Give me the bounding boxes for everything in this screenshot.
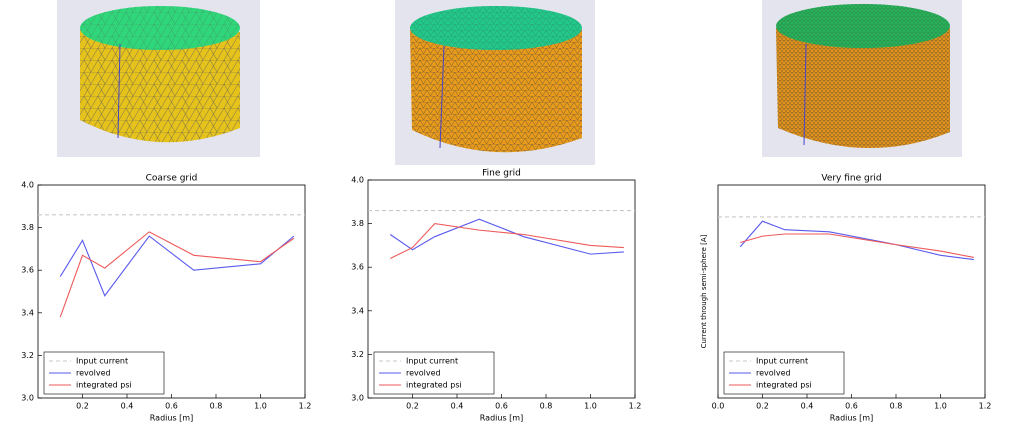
x-tick-label: 0.6: [495, 402, 508, 411]
x-tick-label: 1.2: [629, 402, 642, 411]
x-tick-label: 0.6: [845, 402, 858, 411]
x-tick-label: 0.0: [712, 402, 725, 411]
y-tick-label: 3.0: [351, 394, 364, 403]
x-axis-label: Radius [m]: [150, 414, 193, 423]
legend-label: Input current: [76, 357, 128, 366]
y-tick-label: 3.2: [351, 350, 364, 359]
x-tick-label: 1.2: [299, 402, 312, 411]
legend-label: integrated psi: [406, 381, 462, 390]
x-tick-label: 1.0: [934, 402, 947, 411]
x-tick-label: 0.2: [756, 402, 769, 411]
chart: Fine grid Radius [m] 0.2 0.4 0.6 0.8 1.0 1.2 3.0…: [351, 169, 641, 423]
mesh-image-fine: [395, 0, 595, 165]
y-tick-label: 3.6: [351, 263, 364, 272]
y-tick-label: 3.4: [351, 306, 364, 315]
legend-label: revolved: [406, 369, 441, 378]
y-tick-label: 3.0: [21, 394, 34, 403]
x-tick-label: 0.8: [540, 402, 553, 411]
mesh-image-very-fine: [762, 0, 962, 157]
x-tick-label: 0.4: [451, 402, 464, 411]
x-tick-label: 1.0: [584, 402, 597, 411]
figure: Coarse grid Radius [m] 0.2 0.4 0.6 0.8 1.0 1.2 3…: [0, 0, 1015, 429]
chart-title: Coarse grid: [146, 174, 198, 184]
legend-label: Input current: [756, 357, 808, 366]
legend-label: Input current: [406, 357, 458, 366]
y-axis-label: Current through semi-sphere [A]: [700, 234, 708, 348]
x-tick-label: 1.2: [979, 402, 992, 411]
x-tick-label: 0.4: [121, 402, 134, 411]
x-tick-label: 1.0: [254, 402, 267, 411]
chart-title: Fine grid: [482, 169, 521, 179]
x-axis-label: Radius [m]: [830, 414, 873, 423]
legend-label: revolved: [756, 369, 791, 378]
x-tick-label: 0.2: [406, 402, 419, 411]
x-axis-label: Radius [m]: [480, 414, 523, 423]
chart-title: Very fine grid: [821, 174, 881, 184]
y-tick-label: 4.0: [351, 176, 364, 185]
legend-label: integrated psi: [76, 381, 132, 390]
legend-label: integrated psi: [756, 381, 812, 390]
y-tick-label: 3.6: [21, 266, 34, 275]
chart: Coarse grid Radius [m] 0.2 0.4 0.6 0.8 1.0 1.2 3…: [21, 174, 311, 423]
x-tick-label: 0.8: [890, 402, 903, 411]
y-tick-label: 3.8: [21, 223, 34, 232]
y-tick-label: 3.8: [351, 219, 364, 228]
y-tick-label: 3.2: [21, 351, 34, 360]
y-tick-label: 4.0: [21, 181, 34, 190]
chart: Very fine grid Radius [m] Current through …: [700, 174, 991, 423]
x-tick-label: 0.2: [76, 402, 89, 411]
x-tick-label: 0.6: [165, 402, 178, 411]
legend-label: revolved: [76, 369, 111, 378]
mesh-image-coarse: [57, 0, 260, 157]
y-tick-label: 3.4: [21, 308, 34, 317]
x-tick-label: 0.4: [801, 402, 814, 411]
x-tick-label: 0.8: [210, 402, 223, 411]
